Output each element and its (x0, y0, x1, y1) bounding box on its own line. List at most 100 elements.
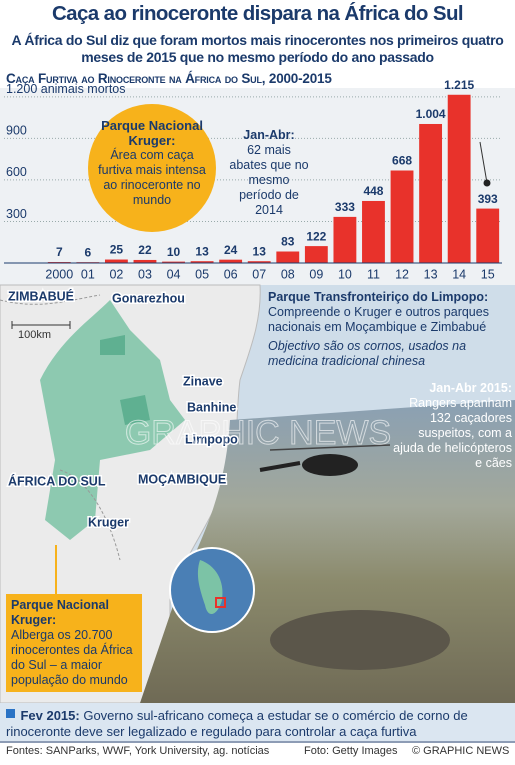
bar (247, 261, 271, 263)
subtitle: A África do Sul diz que foram mortos mai… (11, 32, 504, 65)
value-label: 13 (253, 244, 267, 258)
bar (190, 261, 214, 263)
bar (133, 259, 157, 263)
y-tick-label: 1.200 animais mortos (6, 82, 126, 96)
chart-title: Caça Furtiva ao Rinoceronte na África do… (6, 71, 332, 86)
x-tick-label: 03 (138, 267, 152, 281)
rhino (270, 610, 450, 670)
title: Caça ao rinoceronte dispara na África do… (51, 2, 464, 25)
map-label: ZIMBABUÉ (8, 288, 74, 303)
photo-text: Rangers apanham 132 caçadores suspeitos,… (393, 396, 512, 470)
park-area (40, 300, 185, 540)
locator (215, 597, 226, 608)
y-tick-label: 900 (6, 124, 27, 138)
map-label: Zinave (183, 374, 223, 388)
annotation-leader (479, 141, 488, 184)
value-label: 668 (392, 154, 412, 168)
kruger-title: Parque Nacional Kruger: (11, 598, 109, 627)
value-label: 393 (478, 192, 498, 206)
scale-label: 100km (18, 329, 51, 341)
value-label: 13 (195, 244, 209, 258)
note: Fev 2015: Governo sul-africano começa a … (6, 708, 511, 740)
value-label: 448 (363, 184, 383, 198)
x-tick-label: 02 (109, 267, 123, 281)
value-label: 1.004 (416, 107, 446, 121)
value-label: 333 (335, 200, 355, 214)
bar (162, 261, 185, 263)
x-tick-label: 05 (195, 267, 209, 281)
x-tick-label: 07 (252, 267, 266, 281)
map-label: Kruger (88, 515, 129, 529)
map-label: ÁFRICA DO SUL (8, 473, 106, 488)
map-label: Banhine (187, 400, 236, 414)
photo-credit: Foto: Getty Images (304, 745, 398, 757)
x-tick-label: 09 (309, 267, 323, 281)
value-label: 25 (110, 243, 124, 257)
x-tick-label: 10 (338, 267, 352, 281)
border (59, 469, 121, 561)
x-tick-label: 15 (481, 267, 495, 281)
photo-caption: Jan-Abr 2015: Rangers apanham 132 caçador… (386, 381, 512, 471)
value-label: 1.215 (444, 78, 474, 92)
value-label: 83 (281, 235, 295, 249)
park-note: Parque Transfronteiriço do Limpopo: Compr… (268, 290, 513, 369)
note-title: Fev 2015: (20, 708, 80, 723)
helicopter (259, 444, 391, 476)
park-text: Compreende o Kruger e outros parques nac… (268, 305, 489, 334)
callout: Parque Nacional Kruger: Área com caça fur… (96, 118, 208, 208)
park-title: Parque Transfronteiriço do Limpopo: (268, 290, 489, 304)
bar (276, 251, 300, 263)
map-label: Limpopo (185, 432, 238, 446)
x-tick-label: 12 (395, 267, 409, 281)
annotation-dot (483, 179, 491, 187)
value-label: 6 (85, 245, 92, 259)
annotation-text: 62 mais abates que no mesmo período de 2… (229, 143, 309, 217)
value-label: 122 (306, 229, 326, 243)
bar (304, 246, 328, 263)
value-label: 22 (138, 243, 152, 257)
bar (219, 259, 243, 263)
callout-circle (88, 104, 216, 232)
annotation-title: Jan-Abr: (243, 128, 295, 142)
note-text: Governo sul-africano começa a estudar se… (6, 708, 468, 739)
bar (447, 94, 471, 264)
bar (419, 123, 443, 263)
bar (104, 259, 128, 263)
value-label: 7 (56, 245, 63, 259)
credit: © GRAPHIC NEWS (412, 745, 510, 757)
y-tick-label: 600 (6, 165, 27, 179)
border (0, 294, 101, 305)
watermark: GRAPHIC NEWS (125, 414, 391, 452)
callout-title: Parque Nacional Kruger: (101, 118, 203, 148)
bar (333, 216, 357, 263)
x-tick-label: 2000 (45, 267, 73, 281)
photo-title: Jan-Abr 2015: (429, 381, 512, 395)
kruger-box: Parque Nacional Kruger: Alberga os 20.700… (6, 594, 142, 692)
bar (390, 170, 414, 263)
x-tick-label: 11 (367, 267, 380, 281)
x-tick-label: 13 (424, 267, 438, 281)
bar (362, 200, 385, 263)
x-tick-label: 14 (452, 267, 466, 281)
kruger-text: Alberga os 20.700 rinocerontes da África… (11, 628, 133, 687)
bullet (6, 709, 15, 718)
annotation: Jan-Abr: 62 mais abates que no mesmo perí… (228, 128, 310, 218)
callout-text: Área com caça furtiva mais intensa ao ri… (98, 148, 206, 207)
x-tick-label: 06 (224, 267, 238, 281)
x-tick-label: 04 (167, 267, 181, 281)
value-label: 24 (224, 243, 238, 257)
map-label: Gonarezhou (112, 291, 185, 305)
note-background (0, 703, 515, 741)
scale-bar (11, 321, 71, 329)
x-tick-label: 08 (281, 267, 295, 281)
y-tick-label: 300 (6, 207, 27, 221)
bar (476, 208, 500, 263)
map-label: MOÇAMBIQUE (138, 472, 226, 486)
park-area (100, 335, 150, 425)
x-tick-label: 01 (81, 267, 95, 281)
value-label: 10 (167, 245, 181, 259)
